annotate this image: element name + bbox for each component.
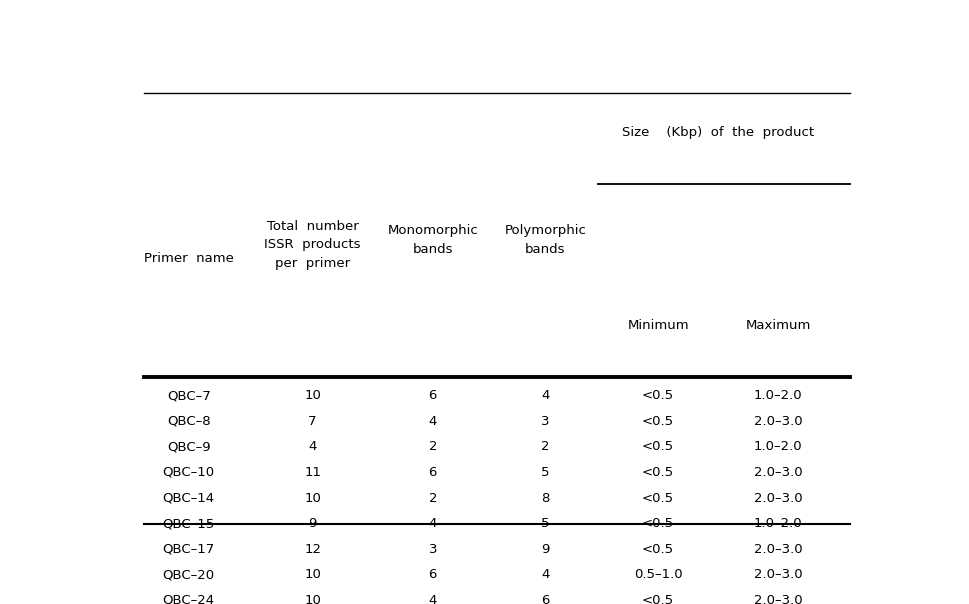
Text: QBC–8: QBC–8 [167,415,210,428]
Text: 10: 10 [304,492,321,504]
Text: 2: 2 [428,440,437,454]
Text: 8: 8 [542,492,549,504]
Text: QBC–14: QBC–14 [163,492,215,504]
Text: 3: 3 [541,415,549,428]
Text: Polymorphic
bands: Polymorphic bands [505,224,586,255]
Text: Monomorphic
bands: Monomorphic bands [388,224,478,255]
Text: 2: 2 [541,440,549,454]
Text: 1.0–2.0: 1.0–2.0 [754,517,802,530]
Text: Total  number
ISSR  products
per  primer: Total number ISSR products per primer [265,220,360,269]
Text: <0.5: <0.5 [642,517,674,530]
Text: QBC–17: QBC–17 [163,542,215,556]
Text: 6: 6 [428,389,437,402]
Text: 12: 12 [304,542,321,556]
Text: 2.0–3.0: 2.0–3.0 [754,542,802,556]
Text: 4: 4 [542,389,549,402]
Text: 2.0–3.0: 2.0–3.0 [754,492,802,504]
Text: <0.5: <0.5 [642,542,674,556]
Text: QBC–9: QBC–9 [167,440,210,454]
Text: 4: 4 [428,517,437,530]
Text: 0.5–1.0: 0.5–1.0 [634,568,682,581]
Text: <0.5: <0.5 [642,492,674,504]
Text: 11: 11 [304,466,321,479]
Text: 6: 6 [542,594,549,604]
Text: <0.5: <0.5 [642,389,674,402]
Text: 10: 10 [304,389,321,402]
Text: QBC–20: QBC–20 [163,568,215,581]
Text: 4: 4 [428,594,437,604]
Text: <0.5: <0.5 [642,415,674,428]
Text: Maximum: Maximum [745,320,811,332]
Text: 4: 4 [308,440,317,454]
Text: 9: 9 [542,542,549,556]
Text: 2.0–3.0: 2.0–3.0 [754,466,802,479]
Text: Primer  name: Primer name [143,252,234,265]
Text: <0.5: <0.5 [642,594,674,604]
Text: 10: 10 [304,594,321,604]
Text: Size    (Kbp)  of  the  product: Size (Kbp) of the product [622,126,814,140]
Text: 1.0–2.0: 1.0–2.0 [754,389,802,402]
Text: 4: 4 [542,568,549,581]
Text: QBC–10: QBC–10 [163,466,215,479]
Text: QBC–7: QBC–7 [167,389,210,402]
Text: 6: 6 [428,466,437,479]
Text: 7: 7 [308,415,317,428]
Text: 9: 9 [308,517,317,530]
Text: 5: 5 [541,517,549,530]
Text: 6: 6 [428,568,437,581]
Text: 2.0–3.0: 2.0–3.0 [754,594,802,604]
Text: 10: 10 [304,568,321,581]
Text: <0.5: <0.5 [642,440,674,454]
Text: 3: 3 [428,542,437,556]
Text: 1.0–2.0: 1.0–2.0 [754,440,802,454]
Text: <0.5: <0.5 [642,466,674,479]
Text: QBC–24: QBC–24 [163,594,215,604]
Text: 4: 4 [428,415,437,428]
Text: QBC–15: QBC–15 [163,517,215,530]
Text: 2: 2 [428,492,437,504]
Text: Minimum: Minimum [627,320,689,332]
Text: 2.0–3.0: 2.0–3.0 [754,568,802,581]
Text: 2.0–3.0: 2.0–3.0 [754,415,802,428]
Text: 5: 5 [541,466,549,479]
